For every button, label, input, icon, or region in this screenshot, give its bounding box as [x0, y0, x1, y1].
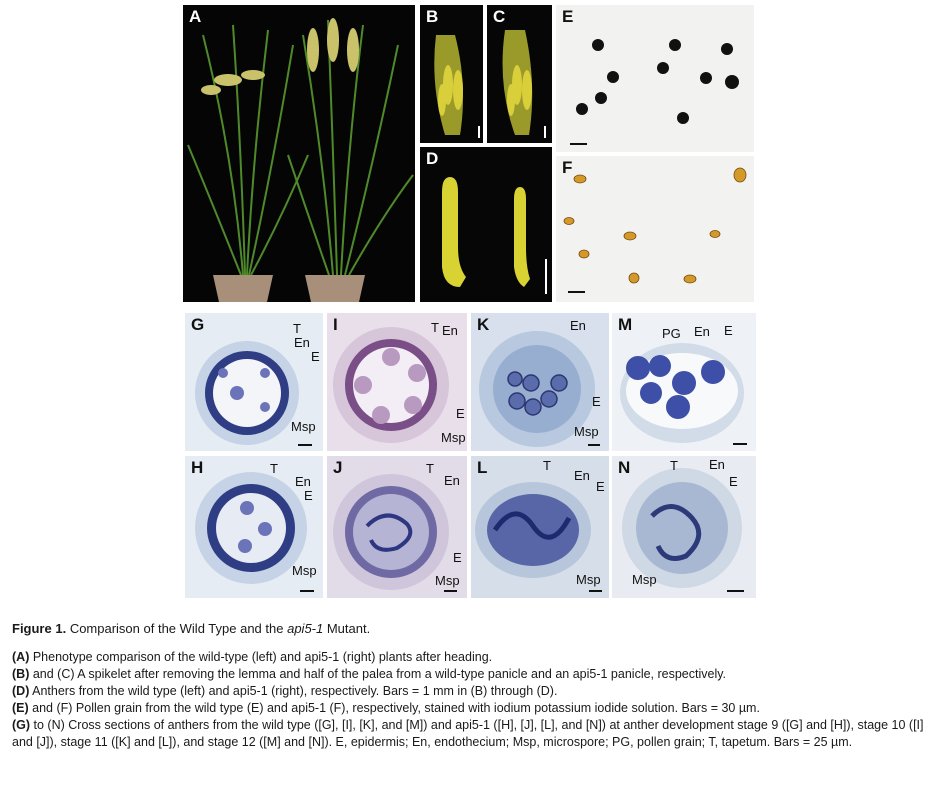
- ann-microspore: Msp: [574, 424, 599, 439]
- rice-plants-image: [187, 18, 414, 302]
- ann-epidermis: E: [729, 474, 738, 489]
- ann-microspore: Msp: [292, 563, 317, 578]
- ann-epidermis: E: [456, 406, 465, 421]
- ann-endothecium: En: [570, 318, 586, 333]
- ann-epidermis: E: [592, 394, 601, 409]
- scale-bar: [478, 126, 480, 138]
- panel-i: I T En E Msp: [327, 313, 467, 451]
- spikelet-image-mutant: [502, 30, 533, 135]
- ann-epidermis: E: [453, 550, 462, 565]
- ann-microspore: Msp: [441, 430, 466, 445]
- anthers-image: [442, 177, 530, 287]
- caption-line-g: (G) to (N) Cross sections of anthers fro…: [12, 718, 924, 749]
- ann-microspore: Msp: [435, 573, 460, 588]
- ann-pollen-grain: PG: [662, 326, 681, 341]
- caption-line-a: (A) Phenotype comparison of the wild-typ…: [12, 650, 493, 664]
- panel-e: E: [556, 5, 754, 152]
- ann-endothecium: En: [294, 335, 310, 350]
- caption-line-b: (B) and (C) A spikelet after removing th…: [12, 667, 727, 681]
- panel-label-e: E: [562, 7, 574, 26]
- pollen-mutant-image: [563, 167, 747, 284]
- figure-title-post: Mutant.: [323, 621, 371, 636]
- ann-microspore: Msp: [576, 572, 601, 587]
- figure-caption-title: Figure 1. Comparison of the Wild Type an…: [12, 621, 370, 636]
- panel-label-n: N: [618, 458, 631, 477]
- panel-c: C: [487, 5, 552, 143]
- panel-label-f: F: [562, 158, 573, 177]
- panel-label-j: J: [333, 458, 343, 477]
- scale-bar: [570, 143, 587, 145]
- scale-bar: [588, 444, 600, 446]
- ann-tapetum: T: [543, 458, 551, 473]
- ann-endothecium: En: [574, 468, 590, 483]
- panel-label-h: H: [191, 458, 204, 477]
- ann-tapetum: T: [431, 320, 439, 335]
- scale-bar: [298, 444, 312, 446]
- panel-n: N T En E Msp: [612, 456, 756, 598]
- scale-bar: [300, 590, 314, 592]
- ann-epidermis: E: [596, 479, 605, 494]
- panel-d: D: [420, 147, 552, 302]
- panel-label-l: L: [477, 458, 488, 477]
- panel-label-m: M: [618, 315, 633, 334]
- scale-bar: [544, 126, 546, 138]
- panel-k: K En E Msp: [471, 313, 609, 451]
- anther-section-n: [622, 468, 742, 588]
- panel-m: M PG En E: [612, 313, 756, 451]
- ann-epidermis: E: [304, 488, 313, 503]
- anther-section-h: [195, 472, 307, 584]
- figure-title-gene: api5-1: [287, 621, 324, 636]
- panel-b: B: [420, 5, 483, 143]
- scale-bar: [727, 590, 744, 592]
- anther-section-k: [479, 331, 595, 447]
- ann-epidermis: E: [311, 349, 320, 364]
- ann-endothecium: En: [444, 473, 460, 488]
- ann-tapetum: T: [270, 461, 278, 476]
- scale-bar: [545, 259, 547, 294]
- panel-label-i: I: [333, 315, 338, 334]
- panel-a: A: [183, 5, 415, 302]
- figure-title-pre: Comparison of the Wild Type and the: [69, 621, 288, 636]
- anther-section-i: [333, 327, 449, 443]
- ann-endothecium: En: [295, 474, 311, 489]
- ann-endothecium: En: [442, 323, 458, 338]
- scale-bar: [444, 590, 457, 592]
- ann-tapetum: T: [426, 461, 434, 476]
- panel-f: F: [556, 156, 754, 302]
- panel-h: H T En E Msp: [185, 456, 323, 598]
- scale-bar: [733, 443, 747, 445]
- anther-section-m: [620, 343, 744, 443]
- ann-endothecium: En: [709, 457, 725, 472]
- ann-microspore: Msp: [632, 572, 657, 587]
- caption-line-e: (E) and (F) Pollen grain from the wild t…: [12, 701, 760, 715]
- panel-label-a: A: [189, 7, 202, 26]
- ann-tapetum: T: [293, 321, 301, 336]
- panel-label-d: D: [426, 149, 439, 168]
- panel-g: G T En E Msp: [185, 313, 323, 451]
- figure-number: Figure 1.: [12, 621, 67, 636]
- panel-label-g: G: [191, 315, 205, 334]
- panel-label-c: C: [493, 7, 506, 26]
- panel-label-k: K: [477, 315, 490, 334]
- pollen-wt-image: [576, 39, 739, 124]
- anther-section-j: [333, 474, 449, 590]
- panel-j: J T En E Msp: [327, 456, 467, 598]
- panel-label-b: B: [426, 7, 439, 26]
- ann-tapetum: T: [670, 458, 678, 473]
- ann-epidermis: E: [724, 323, 733, 338]
- scale-bar: [589, 590, 602, 592]
- spikelet-image-wt: [434, 35, 464, 135]
- scale-bar: [568, 291, 585, 293]
- anther-section-g: [195, 341, 299, 445]
- ann-microspore: Msp: [291, 419, 316, 434]
- panel-l: L T En E Msp: [471, 456, 609, 598]
- anther-section-l: [475, 482, 591, 578]
- ann-endothecium: En: [694, 324, 710, 339]
- caption-line-d: (D) Anthers from the wild type (left) an…: [12, 684, 558, 698]
